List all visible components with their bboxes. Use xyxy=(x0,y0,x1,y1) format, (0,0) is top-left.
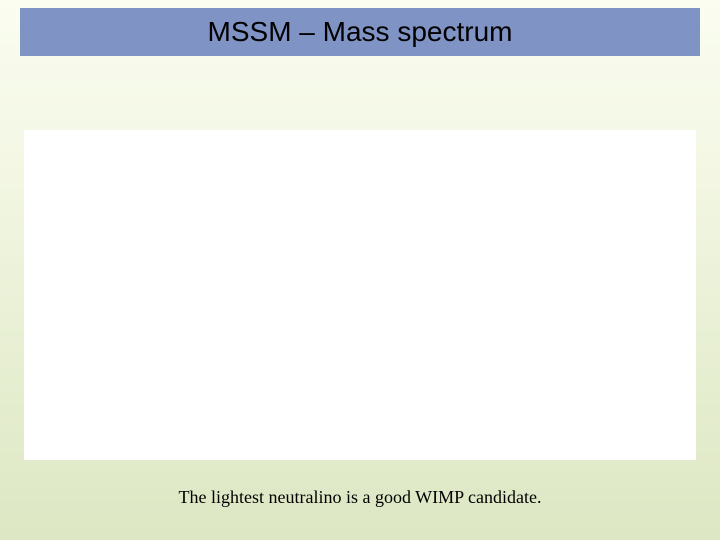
title-bar: MSSM – Mass spectrum xyxy=(20,8,700,56)
slide: MSSM – Mass spectrum The lightest neutra… xyxy=(0,0,720,540)
content-box xyxy=(24,130,696,460)
slide-caption: The lightest neutralino is a good WIMP c… xyxy=(0,487,720,508)
slide-title: MSSM – Mass spectrum xyxy=(208,16,513,48)
